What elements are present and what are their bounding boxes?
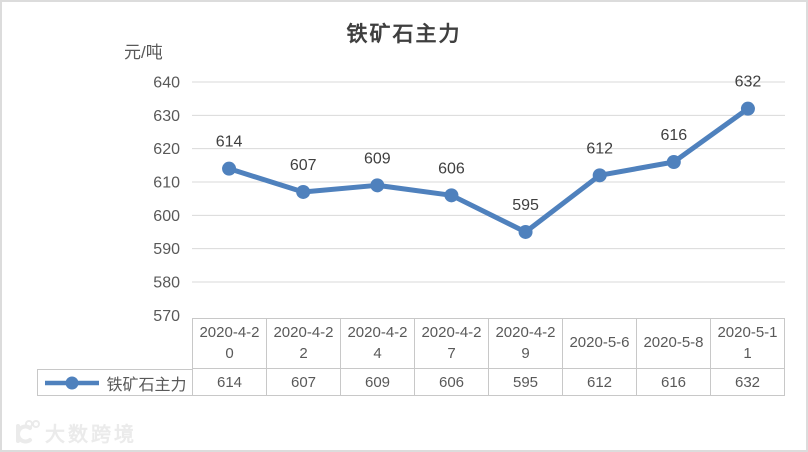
y-tick-label: 570	[153, 308, 180, 325]
data-label: 606	[438, 160, 465, 177]
watermark-logo-icon	[16, 420, 40, 444]
date-header-cell: 2020-5-11	[711, 319, 785, 369]
value-cell: 607	[267, 369, 341, 396]
y-tick-label: 600	[153, 208, 180, 225]
data-point-marker	[296, 184, 311, 199]
value-cell: 632	[711, 369, 785, 396]
y-tick-label: 610	[153, 174, 180, 191]
y-tick-label: 580	[153, 274, 180, 291]
y-axis-unit-label: 元/吨	[124, 43, 163, 62]
y-tick-label: 630	[153, 108, 180, 125]
date-header-cell: 2020-5-8	[637, 319, 711, 369]
data-point-marker	[666, 154, 681, 169]
data-label: 607	[290, 157, 317, 174]
value-cell: 595	[489, 369, 563, 396]
data-label: 609	[364, 150, 391, 167]
data-table: 2020-4-20 2020-4-22 2020-4-24 2020-4-27 2020…	[37, 318, 785, 396]
data-point-marker	[518, 224, 533, 239]
watermark: 大数跨境	[10, 418, 137, 447]
date-header-cell: 2020-4-24	[341, 319, 415, 369]
value-cell: 606	[415, 369, 489, 396]
legend-label: 铁矿石主力	[106, 376, 187, 394]
data-point-marker	[370, 178, 385, 193]
data-point-marker	[444, 188, 459, 203]
date-header-cell: 2020-5-6	[563, 319, 637, 369]
legend-line-marker-icon	[45, 376, 100, 389]
data-label: 595	[512, 197, 539, 214]
legend-cell: 铁矿石主力	[38, 369, 193, 396]
data-point-marker	[740, 101, 755, 116]
watermark-text: 大数跨境	[45, 424, 137, 446]
date-header-row: 2020-4-20 2020-4-22 2020-4-24 2020-4-27 2020…	[192, 318, 785, 369]
data-point-marker	[222, 161, 237, 176]
date-header-cell: 2020-4-22	[267, 319, 341, 369]
y-tick-label: 590	[153, 241, 180, 258]
y-tick-label: 620	[153, 141, 180, 158]
value-cell: 616	[637, 369, 711, 396]
data-label: 612	[586, 140, 613, 157]
value-cell: 609	[341, 369, 415, 396]
value-row: 铁矿石主力 614 607 609 606 595 612 616 632	[37, 369, 785, 396]
data-label: 632	[735, 74, 762, 91]
series-line	[226, 106, 751, 235]
y-tick-label: 640	[153, 75, 180, 92]
data-label: 614	[216, 134, 243, 151]
data-label: 616	[660, 127, 687, 144]
value-cell: 612	[563, 369, 637, 396]
date-header-cell: 2020-4-29	[489, 319, 563, 369]
date-header-cell: 2020-4-20	[193, 319, 267, 369]
date-header-cell: 2020-4-27	[415, 319, 489, 369]
chart-title: 铁矿石主力	[346, 23, 462, 46]
data-point-marker	[592, 168, 607, 183]
value-cell: 614	[193, 369, 267, 396]
